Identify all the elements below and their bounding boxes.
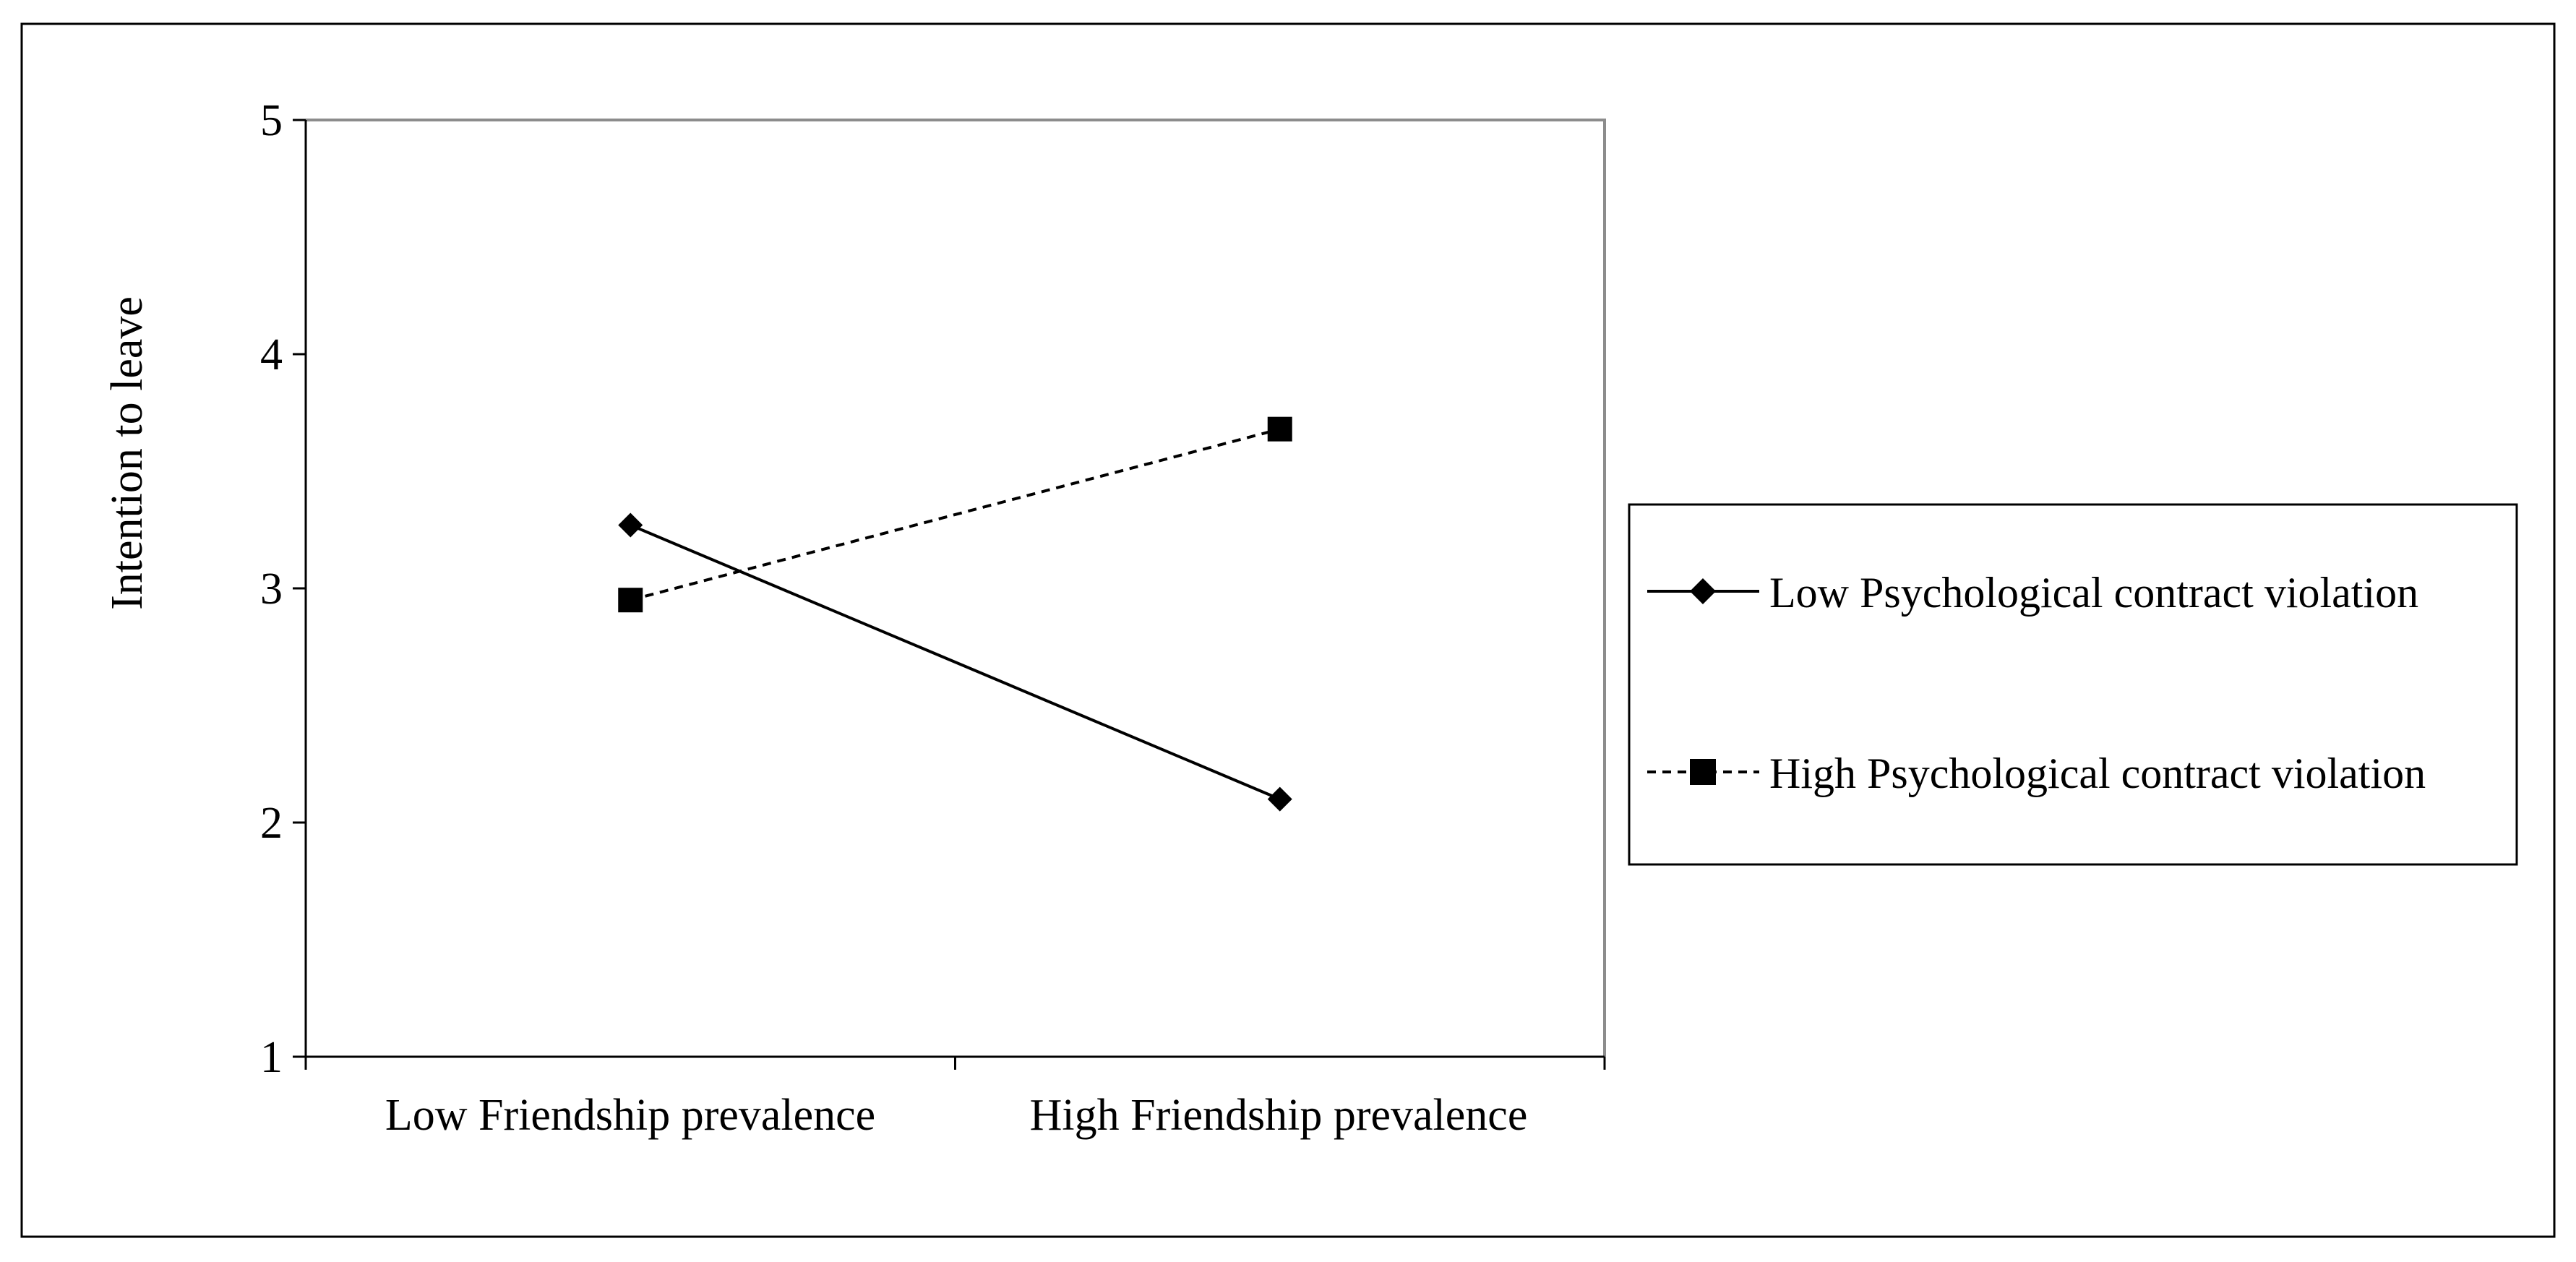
y-tick-label: 4	[260, 330, 283, 379]
legend-box	[1628, 503, 2518, 866]
legend-marker-square	[1690, 759, 1716, 785]
x-axis-ticks	[304, 1057, 1606, 1070]
data-point-diamond	[1267, 786, 1292, 812]
y-tick-label: 2	[260, 799, 283, 848]
y-tick-label: 5	[260, 96, 283, 145]
data-point-square	[618, 588, 643, 613]
y-axis-ticks: 1 2 3 4 5	[260, 96, 306, 1082]
series-layer	[618, 416, 1292, 812]
legend-label-low-pcv: Low Psychological contract violation	[1769, 569, 2418, 617]
legend-marker-diamond	[1690, 578, 1716, 604]
y-tick-label: 1	[260, 1033, 283, 1082]
y-tick-label: 3	[260, 565, 283, 614]
plot-area-border	[306, 119, 1606, 1057]
y-axis-title: Intention to leave	[103, 296, 152, 610]
x-tick-label-low-friendship: Low Friendship prevalence	[385, 1091, 875, 1140]
data-point-square	[1267, 416, 1292, 442]
data-point-diamond	[618, 512, 643, 538]
legend-label-high-pcv: High Psychological contract violation	[1769, 750, 2426, 797]
series-line-high-pcv	[630, 427, 1281, 602]
x-tick-label-high-friendship: High Friendship prevalence	[1030, 1091, 1528, 1140]
